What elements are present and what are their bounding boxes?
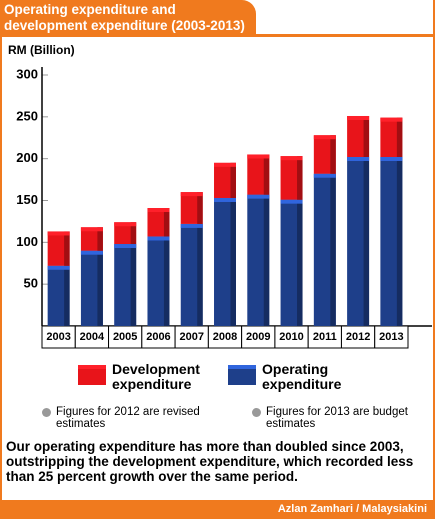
bar-cap <box>247 194 270 199</box>
x-tick-label: 2008 <box>213 331 237 343</box>
bar-cap <box>47 231 70 236</box>
bar-cap <box>280 199 303 204</box>
x-tick-label: 2010 <box>279 331 303 343</box>
bar-shade <box>396 117 403 157</box>
note: Figures for 2013 are budget estimates <box>252 406 435 430</box>
y-tick-label: 250 <box>16 108 38 123</box>
bar-cap <box>147 236 170 241</box>
y-tick-label: 50 <box>24 276 38 291</box>
bar-shade <box>230 197 236 326</box>
bar-shade <box>330 173 336 326</box>
x-tick-label: 2005 <box>113 331 137 343</box>
y-axis-label: RM (Billion) <box>8 43 75 57</box>
bar-cap <box>80 250 103 255</box>
bar-shade <box>64 231 70 266</box>
bar-shade <box>297 199 303 326</box>
y-tick-label: 100 <box>16 234 38 249</box>
bar-cap <box>180 223 203 228</box>
bar-shade <box>130 222 137 245</box>
x-tick-label: 2004 <box>80 331 105 343</box>
bar-cap <box>313 173 336 178</box>
bar-cap <box>380 117 403 122</box>
bar-shade <box>263 194 270 326</box>
bar-cap <box>313 135 336 140</box>
description: Our operating expenditure has more than … <box>6 439 414 484</box>
y-tick-label: 150 <box>16 192 38 207</box>
x-tick-label: 2009 <box>246 331 270 343</box>
x-tick-label: 2011 <box>313 331 337 343</box>
y-tick-label: 300 <box>16 66 38 81</box>
bar-shade <box>163 236 170 326</box>
bar-shade <box>64 265 70 326</box>
bar-cap <box>180 192 203 197</box>
bar-shade <box>163 208 170 237</box>
bar-cap <box>280 156 303 161</box>
bar-shade <box>363 156 370 326</box>
bar-cap <box>380 156 403 161</box>
x-tick-label: 2003 <box>46 331 70 343</box>
bar-cap <box>80 227 103 232</box>
bar-shade <box>363 115 370 157</box>
bar-cap <box>347 156 370 161</box>
bar-cap <box>347 115 370 120</box>
bar-shade <box>396 156 403 326</box>
bar-shade <box>297 156 303 200</box>
bar-cap <box>114 222 137 227</box>
x-tick-label: 2012 <box>346 331 370 343</box>
bar-cap <box>47 265 70 270</box>
legend-swatch-cap <box>78 365 106 369</box>
bar-shade <box>97 250 103 326</box>
legend-swatch <box>228 365 256 385</box>
bar-shade <box>197 223 203 326</box>
bar-shade <box>197 192 203 224</box>
legend-label: Development expenditure <box>112 361 200 392</box>
bar-shade <box>263 154 270 195</box>
x-tick-label: 2013 <box>379 331 403 343</box>
bar-shade <box>130 244 137 326</box>
bar-shade <box>330 135 336 174</box>
source: Azlan Zamhari / Malaysiakini <box>0 500 435 519</box>
bar-cap <box>214 162 236 167</box>
legend-label: Operating expenditure <box>262 361 342 392</box>
chart-title: Operating expenditure and development ex… <box>0 0 256 36</box>
bar-cap <box>114 244 137 249</box>
y-tick-label: 200 <box>16 150 38 165</box>
x-tick-label: 2007 <box>179 331 203 343</box>
bar-shade <box>97 227 103 251</box>
legend-swatch-cap <box>228 365 256 369</box>
bar-cap <box>214 197 236 202</box>
bar-cap <box>147 208 170 213</box>
legend-swatch <box>78 365 106 385</box>
x-tick-label: 2006 <box>146 331 170 343</box>
bar-shade <box>230 162 236 198</box>
note: Figures for 2012 are revised estimates <box>42 406 236 430</box>
bar-cap <box>247 154 270 159</box>
